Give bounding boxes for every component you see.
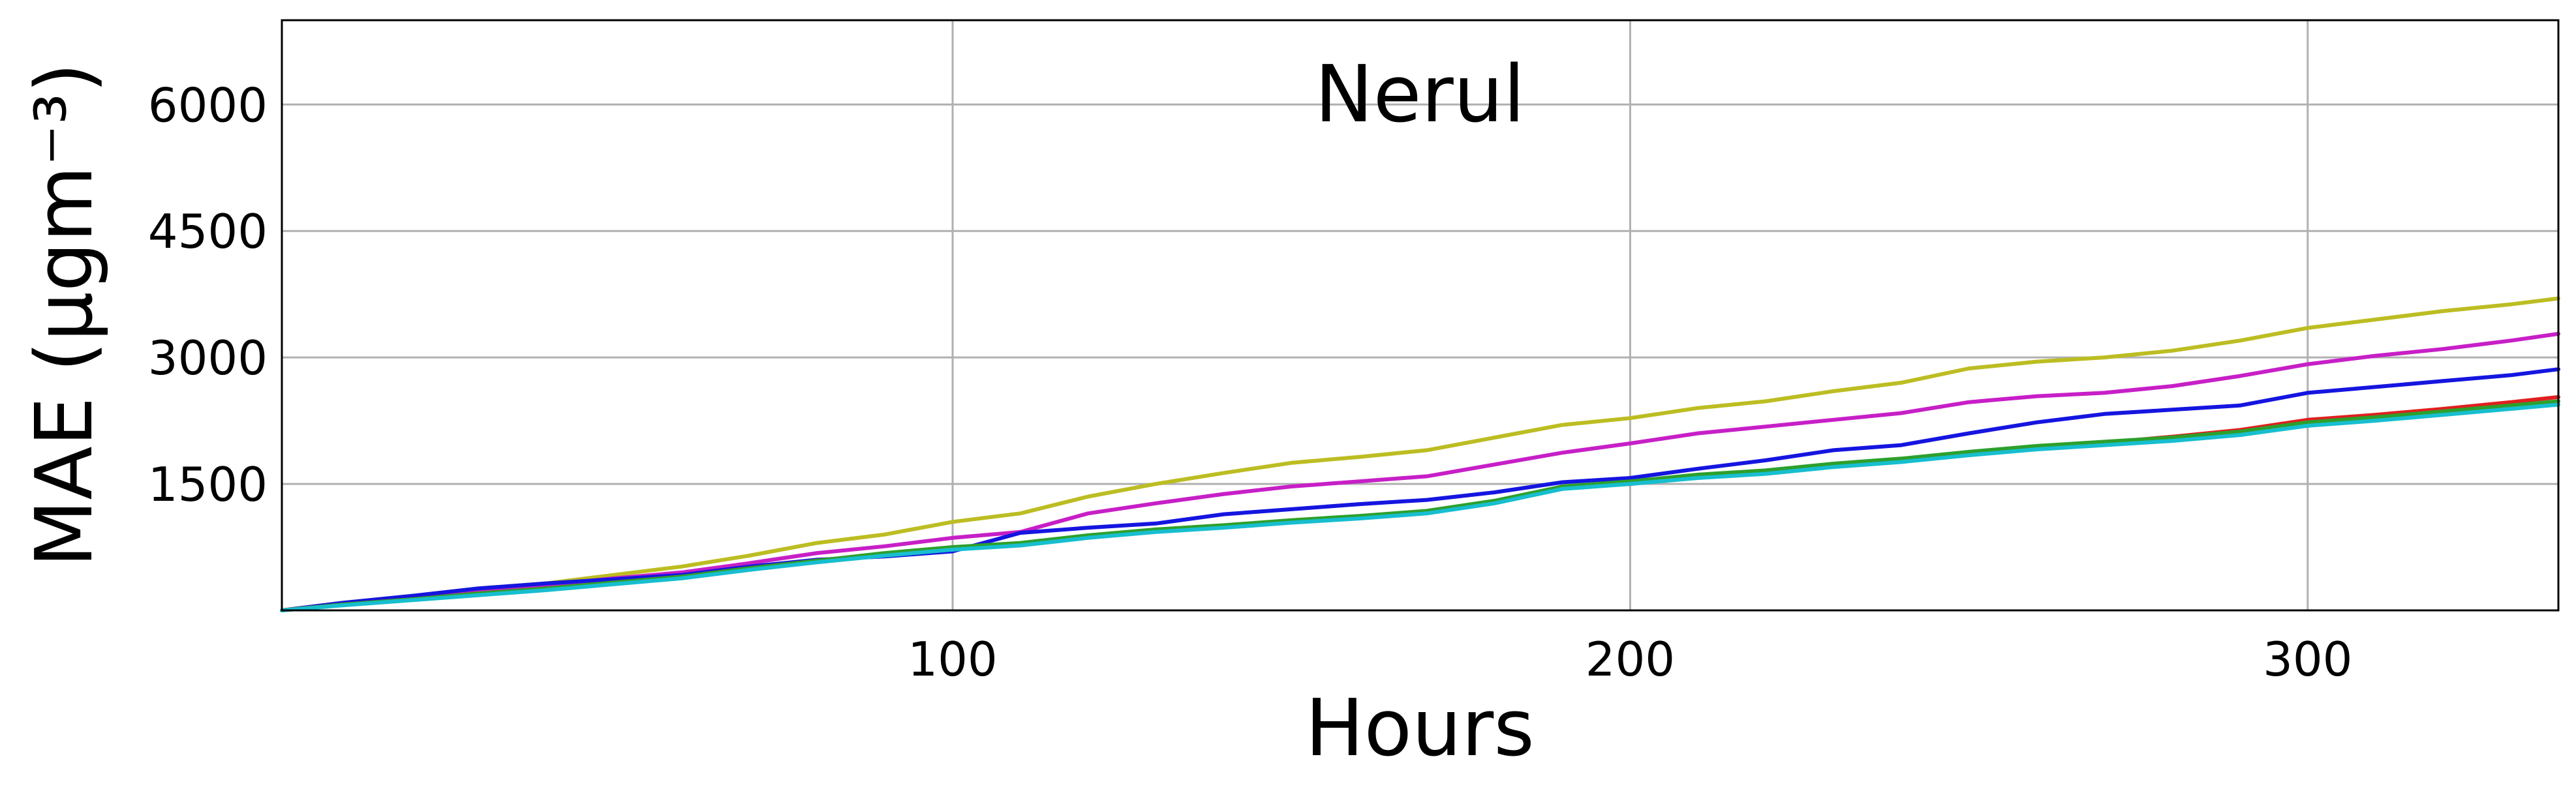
series-line-2 — [280, 331, 2560, 612]
y-tick-label: 4500 — [148, 204, 268, 259]
x-tick-label: 100 — [908, 632, 997, 687]
series-line-6 — [280, 402, 2560, 612]
grid-lines — [282, 20, 2558, 610]
series-line-1 — [280, 296, 2560, 612]
plot-frame — [281, 19, 2560, 612]
y-tick-labels: 1500 3000 4500 6000 — [148, 78, 268, 512]
y-tick-label: 6000 — [148, 78, 268, 132]
x-tick-label: 300 — [2263, 632, 2352, 687]
y-tick-label: 3000 — [148, 331, 268, 385]
series-line-3 — [280, 367, 2560, 612]
y-tick-label: 1500 — [148, 457, 268, 512]
y-axis-label: MAE (μgm⁻³) — [20, 63, 110, 567]
chart-title: Nerul — [1315, 50, 1525, 140]
x-tick-label: 200 — [1586, 632, 1675, 687]
series-lines — [280, 296, 2560, 612]
x-tick-labels: 100 200 300 — [908, 632, 2352, 687]
x-axis-label: Hours — [1305, 683, 1535, 774]
